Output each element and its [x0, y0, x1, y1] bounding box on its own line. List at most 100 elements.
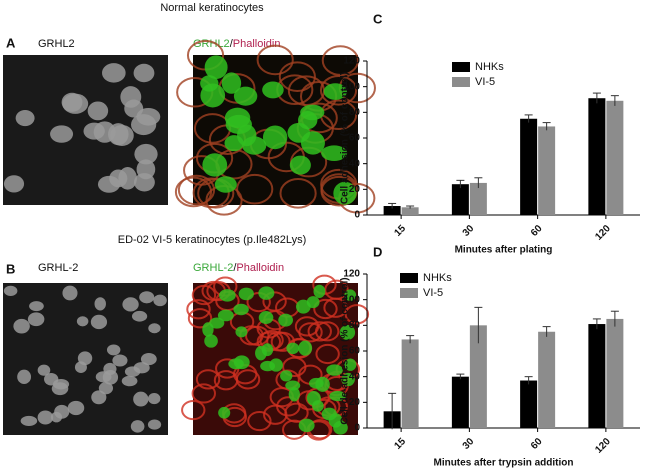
top-title: Normal keratinocytes	[160, 2, 264, 14]
cell-outline	[313, 298, 338, 320]
nucleus	[122, 297, 139, 312]
legend-label: NHKs	[423, 272, 452, 284]
cell-outline	[278, 61, 316, 92]
nucleus	[329, 390, 346, 402]
middle-title: ED-02 VI-5 keratinocytes (p.Ile482Lys)	[118, 234, 307, 246]
nucleus	[262, 125, 288, 150]
nucleus	[218, 406, 231, 419]
error-bar	[524, 114, 533, 123]
cell-outline	[256, 44, 294, 76]
y-tick-label: 60	[349, 346, 361, 357]
nucleus	[29, 301, 44, 312]
cell-outline	[319, 74, 358, 106]
cell-outline	[191, 383, 216, 404]
nucleus	[50, 125, 74, 143]
nucleus	[90, 314, 108, 330]
label-part: /	[233, 262, 237, 274]
nucleus	[278, 313, 293, 327]
bar	[451, 376, 469, 428]
bar	[520, 118, 538, 215]
y-axis-label: Cell adhesion (% of control)	[340, 72, 351, 204]
y-tick-label: 60	[349, 133, 361, 144]
y-tick-label: 80	[349, 320, 361, 331]
nucleus	[261, 343, 274, 357]
panel-letter: C	[373, 11, 383, 26]
nucleus	[219, 289, 236, 302]
nucleus	[139, 291, 155, 304]
nucleus	[130, 420, 145, 433]
y-tick-label: 100	[343, 294, 360, 305]
x-tick-label: 60	[529, 223, 545, 239]
nucleus	[214, 176, 237, 193]
legend-swatch	[400, 288, 418, 298]
legend-swatch	[400, 273, 418, 283]
error-bar	[456, 373, 465, 380]
nucleus	[94, 297, 106, 311]
cell-outline	[192, 177, 230, 209]
nucleus	[260, 360, 276, 372]
nucleus	[221, 72, 242, 94]
nucleus	[333, 420, 348, 435]
x-axis-label: Minutes after plating	[455, 245, 553, 256]
nucleus	[308, 377, 324, 389]
x-axis-label: Minutes after trypsin addition	[433, 458, 573, 469]
error-bar	[474, 177, 483, 189]
cell-outline	[187, 308, 213, 329]
legend-label: NHKs	[475, 61, 504, 73]
micrographs	[3, 39, 376, 441]
nucleus	[133, 173, 155, 192]
nucleus	[153, 294, 167, 307]
nucleus	[61, 92, 83, 112]
bar	[606, 100, 624, 215]
nucleus	[134, 143, 158, 165]
nucleus	[87, 101, 109, 121]
y-tick-label: 0	[354, 210, 360, 221]
nucleus	[224, 135, 244, 152]
nucleus	[286, 342, 300, 354]
nucleus	[50, 411, 63, 423]
panel-letter: B	[6, 261, 15, 276]
error-bar	[406, 205, 415, 209]
nucleus	[13, 318, 30, 334]
cell-outline	[321, 45, 359, 76]
y-tick-label: 0	[354, 423, 360, 434]
cell-outline	[235, 369, 261, 390]
label-part: Phalloidin	[233, 38, 281, 50]
label-part: /	[230, 38, 234, 50]
y-tick-label: 120	[343, 269, 360, 280]
bar	[588, 98, 606, 215]
nucleus	[298, 418, 315, 433]
nucleus	[280, 370, 293, 382]
nucleus	[3, 175, 25, 193]
error-bar	[524, 376, 533, 385]
label-part: GRHL-2	[193, 262, 233, 274]
nucleus	[121, 375, 138, 387]
nucleus	[339, 324, 356, 340]
nucleus	[20, 415, 38, 426]
cell-outline	[177, 174, 216, 206]
cell-outline	[245, 325, 270, 346]
cell-outline	[186, 299, 211, 320]
cell-outline	[307, 321, 332, 342]
error-bar	[474, 306, 483, 344]
nucleus	[3, 285, 18, 297]
cell-outline	[279, 178, 317, 209]
nucleus	[326, 364, 343, 376]
nucleus	[323, 83, 347, 100]
x-tick-label: 15	[392, 223, 408, 239]
cell-outline	[323, 297, 348, 318]
cell-outline	[320, 175, 358, 207]
nucleus	[37, 364, 51, 376]
cell-outline	[284, 402, 309, 423]
cell-outline	[344, 304, 370, 325]
nucleus	[258, 286, 275, 300]
bar	[538, 331, 556, 428]
error-bar	[542, 122, 551, 131]
y-tick-label: 40	[349, 371, 361, 382]
error-bar	[388, 392, 397, 430]
nucleus	[95, 371, 112, 383]
error-bar	[592, 318, 601, 330]
nucleus	[27, 312, 45, 327]
x-tick-label: 30	[461, 223, 477, 239]
nucleus	[312, 400, 324, 412]
